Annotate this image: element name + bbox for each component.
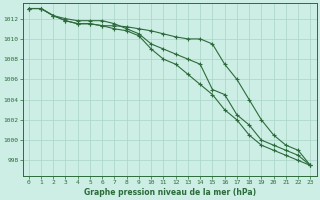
X-axis label: Graphe pression niveau de la mer (hPa): Graphe pression niveau de la mer (hPa) bbox=[84, 188, 256, 197]
